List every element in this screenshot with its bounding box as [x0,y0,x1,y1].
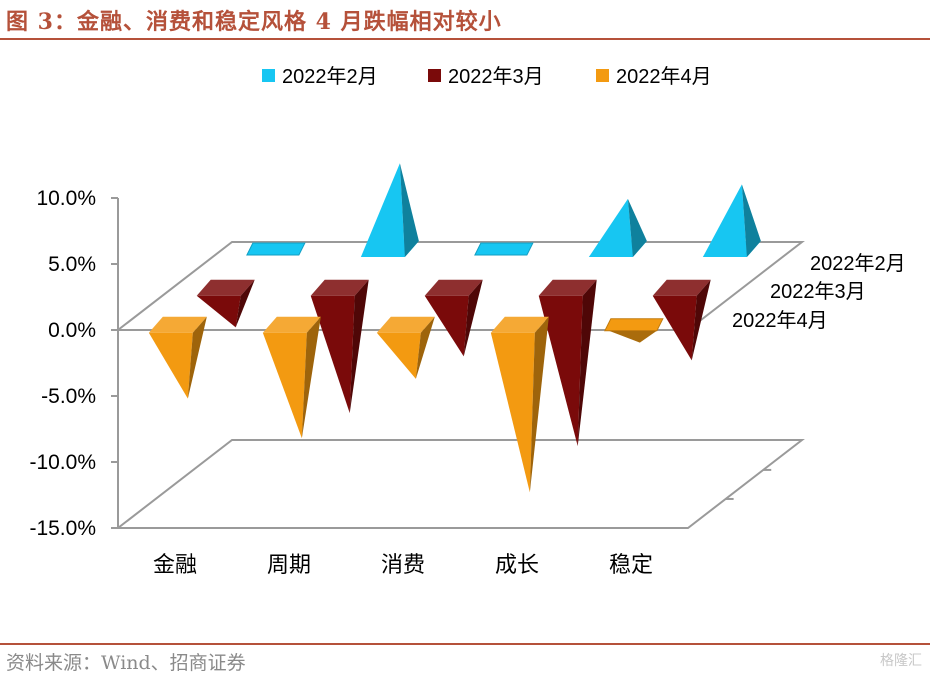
bar-face-front [376,332,421,379]
bar-face-side [627,198,647,258]
bar-face-front [310,295,355,414]
bar-face-front [148,332,193,399]
bar-1-1 [310,279,369,414]
bar-1-2 [424,279,483,357]
y-tick-label: 10.0% [36,187,96,210]
bar-face [604,318,664,332]
bar-base [424,279,483,296]
bar-2-2 [376,316,435,379]
legend: 2022年2月 2022年3月 2022年4月 [262,65,712,88]
y-tick-label: -5.0% [41,385,96,408]
chart-marks [148,163,761,493]
figure-title: 图 3：金融、消费和稳定风格 4 月跌幅相对较小 [6,9,502,35]
bar-base [196,279,255,296]
legend-label: 2022年4月 [616,65,712,88]
bar-2-3 [490,316,549,493]
bar-0-3 [588,198,647,258]
bar-1-3 [538,279,597,447]
category-label: 金融 [153,553,197,578]
bar-face-front [702,184,747,258]
bar-1-4 [652,279,711,361]
bar-face-side [691,279,711,361]
bar-2-0 [148,316,207,399]
bar-face-side [301,316,321,439]
bar-face-side [415,316,435,379]
bar-0-0 [246,242,306,256]
chart-frame [111,197,805,529]
bar-0-4 [702,184,761,258]
legend-label: 2022年2月 [282,65,378,88]
bar-face-front [490,332,535,493]
bar-face-front [652,295,697,361]
category-label: 周期 [267,553,311,578]
bar-face-front [262,332,307,439]
depth-label: 2022年4月 [732,309,828,332]
bar-face-front [424,295,469,357]
bar-face [246,242,306,256]
floor-plane [115,439,805,529]
depth-label: 2022年2月 [810,252,906,275]
bar-face-side [349,279,369,414]
source-rule [0,643,930,645]
bar-tip [608,330,657,343]
x-axis-categories: 金融 周期 消费 成长 稳定 [153,553,653,578]
bar-face [474,242,534,256]
category-label: 消费 [381,553,425,578]
y-axis-ticks: 10.0% 5.0% 0.0% -5.0% -10.0% -15.0% [29,187,96,540]
bar-base [376,316,435,333]
bar-base [538,279,597,296]
bar-base [310,279,369,296]
bar-2-1 [262,316,321,439]
depth-axis-labels: 2022年2月 2022年3月 2022年4月 [732,252,906,332]
bar-face-side [187,316,207,399]
bar-face-side [463,279,483,357]
bar-0-1 [360,163,419,258]
title-rule [0,38,930,40]
category-label: 成长 [495,553,539,578]
bar-base [652,279,711,296]
depth-label: 2022年3月 [770,280,866,303]
y-tick-label: 0.0% [48,319,96,342]
bar-1-0 [196,279,255,328]
source-note: 资料来源：Wind、招商证券 [6,652,246,674]
bar-face-side [741,184,761,258]
bar-face-side [235,279,255,328]
bar-face-side [399,163,419,258]
legend-swatch [428,69,441,82]
y-tick-label: -10.0% [29,451,96,474]
bar-face-front [196,295,241,328]
category-label: 稳定 [609,553,653,578]
bar-0-2 [474,242,534,256]
bar-face-side [529,316,549,493]
bar-base [148,316,207,333]
bar-face-front [538,295,583,447]
chart: 10.0% 5.0% 0.0% -5.0% -10.0% -15.0% 金融 周期 消费 成长 稳… [29,65,906,578]
watermark-logo: 格隆汇 [880,653,922,669]
y-tick-label: -15.0% [29,517,96,540]
legend-label: 2022年3月 [448,65,544,88]
bar-face-front [588,198,633,258]
bar-base [490,316,549,333]
legend-swatch [596,69,609,82]
bar-2-4 [604,318,664,343]
bar-base [262,316,321,333]
bar-face-side [577,279,597,447]
legend-swatch [262,69,275,82]
bar-face-front [360,163,405,258]
y-tick-label: 5.0% [48,253,96,276]
